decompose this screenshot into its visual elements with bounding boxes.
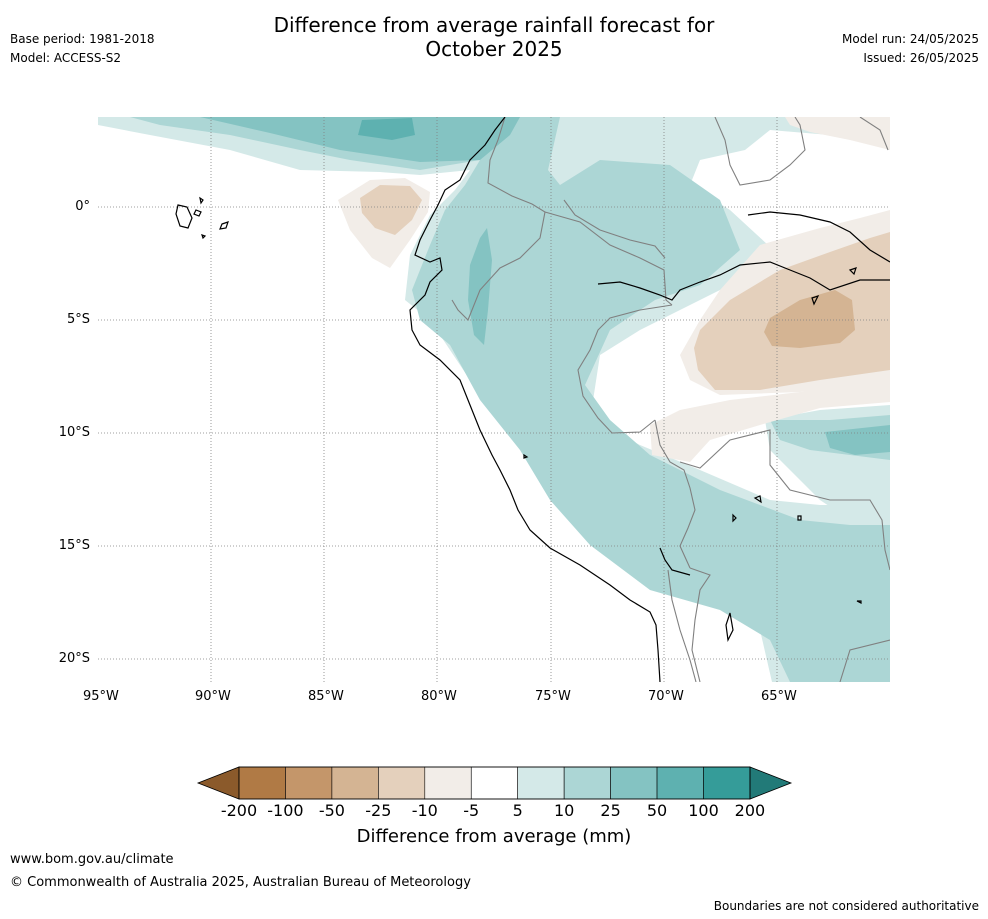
title-line-1: Difference from average rainfall forecas… — [273, 13, 715, 37]
lat-label-20s: 20°S — [58, 651, 90, 666]
lat-label-10s: 10°S — [58, 425, 90, 440]
colorbar-cell — [703, 766, 751, 800]
lon-label-80w: 80°W — [421, 689, 457, 704]
colorbar-low-arrow — [196, 766, 240, 800]
lat-label-0: 0° — [75, 199, 90, 214]
issued-label: Issued: 26/05/2025 — [863, 51, 979, 65]
colorbar-cell — [285, 766, 333, 800]
colorbar-cell — [238, 766, 286, 800]
dry-10-region-pacific — [360, 185, 422, 235]
lon-label-75w: 75°W — [535, 689, 571, 704]
colorbar-cell — [517, 766, 565, 800]
colorbar — [196, 766, 793, 800]
lon-label-70w: 70°W — [648, 689, 684, 704]
dry-5-region-north-east — [785, 117, 890, 150]
colorbar-frame — [238, 766, 751, 800]
lat-label-5s: 5°S — [66, 312, 90, 327]
lat-label-15s: 15°S — [58, 538, 90, 553]
colorbar-cell — [378, 766, 426, 800]
colorbar-tick-label: -25 — [365, 801, 392, 820]
colorbar-tick-label: 200 — [734, 801, 766, 820]
graticule — [98, 117, 890, 682]
model-label: Model: ACCESS-S2 — [10, 51, 122, 65]
footer-boundary-note: Boundaries are not considered authoritat… — [713, 899, 979, 913]
coastlines — [175, 117, 890, 682]
model-run-label: Model run: 24/05/2025 — [841, 32, 979, 46]
colorbar-cell — [656, 766, 704, 800]
wet-25-region-north — [200, 117, 520, 162]
lon-label-95w: 95°W — [83, 689, 119, 704]
colorbar-cell — [331, 766, 379, 800]
title-line-2: October 2025 — [425, 37, 563, 61]
colorbar-tick-label: -50 — [318, 801, 345, 820]
colorbar-high-arrow — [749, 766, 793, 800]
page-title: Difference from average rainfall forecas… — [0, 13, 988, 61]
colorbar-cell — [563, 766, 611, 800]
dry-25-region-east — [764, 290, 855, 348]
lon-label-65w: 65°W — [761, 689, 797, 704]
colorbar-cell — [470, 766, 519, 800]
wet-50-region-north — [358, 118, 415, 140]
colorbar-cell — [424, 766, 472, 800]
lon-label-90w: 90°W — [195, 689, 231, 704]
colorbar-tick-label: 25 — [600, 801, 621, 820]
colorbar-tick-label: -100 — [267, 801, 304, 820]
colorbar-tick-label: -200 — [220, 801, 258, 820]
footer-copyright: © Commonwealth of Australia 2025, Austra… — [10, 875, 471, 890]
colorbar-cells — [238, 766, 751, 800]
colorbar-tick-label: -5 — [463, 801, 480, 820]
colorbar-tick-label: 5 — [512, 801, 523, 820]
footer-url: www.bom.gov.au/climate — [10, 852, 174, 867]
colorbar-tick-label: 50 — [646, 801, 668, 820]
base-period-label: Base period: 1981-2018 — [10, 32, 155, 46]
wet-10-region-main — [130, 117, 890, 682]
colorbar-title: Difference from average (mm) — [356, 826, 632, 847]
colorbar-tick-label: 100 — [688, 801, 719, 820]
lon-label-85w: 85°W — [308, 689, 344, 704]
colorbar-tick-label: -10 — [411, 801, 438, 820]
colorbar-tick-label: 10 — [553, 801, 575, 820]
wet-25-region-coast — [468, 228, 492, 345]
map-area — [98, 117, 890, 682]
colorbar-cell — [610, 766, 658, 800]
wet-25-region-east — [825, 425, 890, 455]
country-borders — [451, 117, 890, 682]
